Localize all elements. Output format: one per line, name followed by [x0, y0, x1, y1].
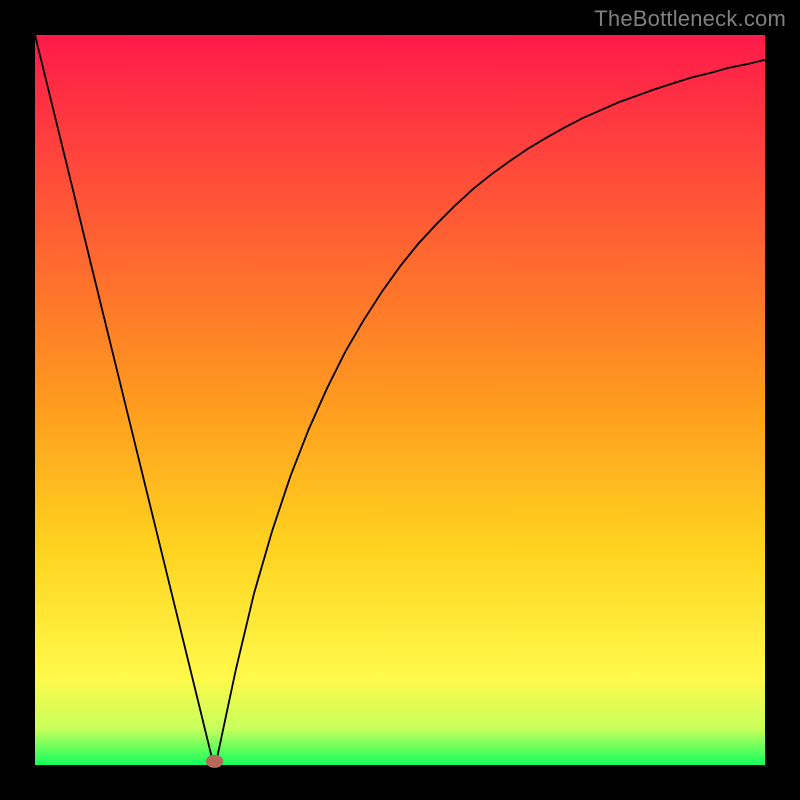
watermark-label: TheBottleneck.com — [594, 6, 786, 32]
bottleneck-curve-chart — [35, 35, 765, 765]
curve-left-segment — [35, 35, 213, 763]
optimal-point-marker — [206, 755, 224, 768]
curve-right-segment — [216, 60, 765, 763]
plot-background — [35, 35, 765, 765]
